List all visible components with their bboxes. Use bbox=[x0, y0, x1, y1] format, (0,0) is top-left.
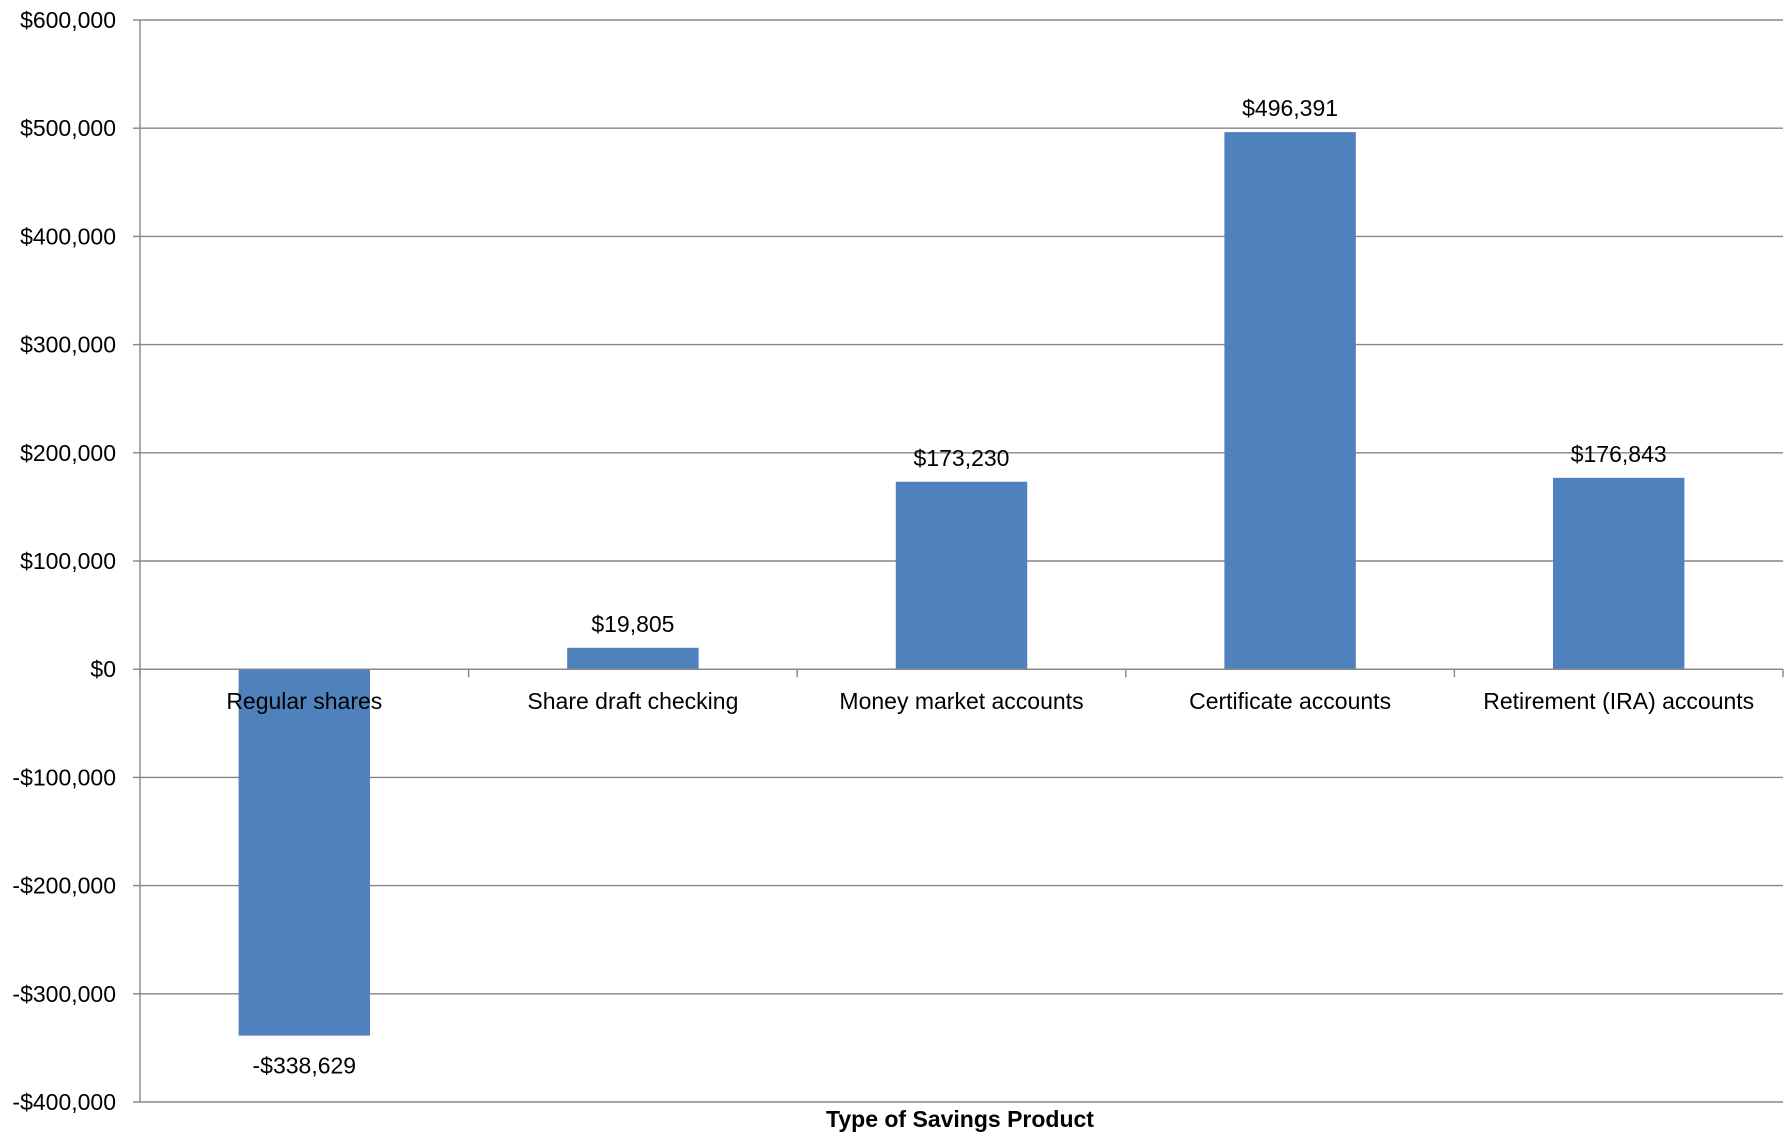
y-tick-label: $300,000 bbox=[20, 332, 116, 358]
y-tick-label: $200,000 bbox=[20, 440, 116, 466]
category-labels: Regular shares Share draft checking Money … bbox=[226, 688, 1754, 714]
category-label: Regular shares bbox=[226, 688, 382, 714]
axes bbox=[133, 19, 1784, 1103]
y-tick-label: $600,000 bbox=[20, 7, 116, 33]
y-tick-label: $400,000 bbox=[20, 223, 116, 249]
data-label: -$338,629 bbox=[253, 1053, 357, 1079]
bar bbox=[895, 481, 1028, 670]
data-label: $176,843 bbox=[1571, 441, 1667, 467]
bar bbox=[1552, 477, 1685, 670]
y-tick-label: $0 bbox=[90, 656, 116, 682]
data-label: $496,391 bbox=[1242, 95, 1338, 121]
bars bbox=[238, 132, 1685, 1036]
y-tick-label: $500,000 bbox=[20, 115, 116, 141]
bar bbox=[567, 647, 699, 670]
data-label: $173,230 bbox=[914, 445, 1010, 471]
y-tick-label: $100,000 bbox=[20, 548, 116, 574]
bar bbox=[1224, 132, 1356, 670]
x-axis-title: Type of Savings Product bbox=[826, 1106, 1094, 1132]
data-labels: -$338,629 $19,805 $173,230 $496,391 $176,843 bbox=[253, 95, 1667, 1078]
data-label: $19,805 bbox=[591, 611, 674, 637]
y-tick-label: -$400,000 bbox=[12, 1089, 116, 1115]
category-label: Money market accounts bbox=[839, 688, 1083, 714]
category-label: Share draft checking bbox=[527, 688, 738, 714]
category-label: Retirement (IRA) accounts bbox=[1483, 688, 1754, 714]
y-tick-label: -$300,000 bbox=[12, 981, 116, 1007]
y-tick-label: -$200,000 bbox=[12, 873, 116, 899]
y-tick-label: -$100,000 bbox=[12, 764, 116, 790]
y-tick-labels: $600,000 $500,000 $400,000 $300,000 $200,000… bbox=[12, 7, 116, 1115]
category-label: Certificate accounts bbox=[1189, 688, 1391, 714]
bar bbox=[238, 669, 371, 1036]
